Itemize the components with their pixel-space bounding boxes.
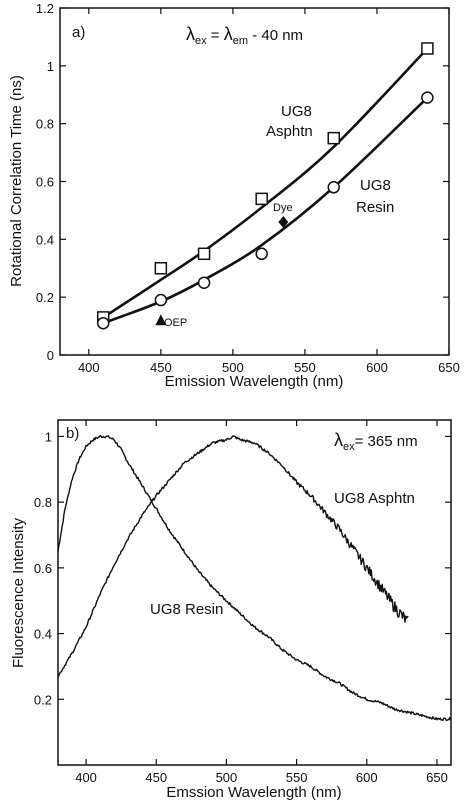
panel-b: 0.2 0.4 0.6 0.8 1 400 450 500 550 600 650 b) λex=…	[10, 419, 452, 801]
data-point-diamond	[278, 215, 289, 228]
point-label-dye: Dye	[273, 202, 293, 214]
data-point-square	[327, 131, 340, 145]
y-tick-label: 0.2	[36, 290, 54, 305]
y-axis-label-b: Fluorescence Intensity	[10, 517, 27, 668]
point-label-oep: OEP	[164, 317, 187, 329]
wavelength-text: = 365 nm	[355, 433, 418, 450]
subscript-ex: ex	[195, 35, 207, 47]
x-tick-label: 550	[286, 770, 308, 785]
excitation-annotation-b: λex= 365 nm	[334, 430, 418, 453]
x-tick-label: 650	[438, 360, 460, 375]
x-ticks-a: 400 450 500 550 600 650	[78, 8, 460, 375]
x-tick-label: 600	[356, 770, 378, 785]
y-tick-label: 0.8	[36, 117, 54, 132]
series-label-asphtn-line1: UG8	[281, 103, 312, 120]
series-label-asphtn-b: UG8 Asphtn	[334, 490, 415, 507]
series-label-asphtn-line2: Asphtn	[266, 123, 313, 140]
y-tick-label: 0.2	[34, 692, 52, 707]
data-point-circle	[154, 293, 168, 307]
data-point-square	[421, 42, 434, 55]
data-point-square	[255, 192, 268, 206]
y-ticks-a: 0 0.2 0.4 0.6 0.8 1 1.2	[36, 1, 449, 363]
y-tick-label: 1	[47, 59, 54, 74]
panel-label-a: a)	[72, 24, 85, 41]
data-point-circle	[197, 276, 211, 289]
plot-frame-b	[57, 419, 452, 766]
spectrum-ug8-asphtn	[57, 435, 409, 678]
subscript-em: em	[233, 35, 248, 47]
data-point-square	[197, 247, 211, 261]
series-label-resin-b: UG8 Resin	[150, 601, 223, 618]
y-tick-label: 0	[47, 348, 54, 363]
data-point-triangle	[155, 314, 167, 326]
lambda-symbol: λ	[224, 24, 233, 44]
y-tick-label: 1.2	[36, 1, 54, 16]
y-tick-label: 1	[45, 429, 52, 444]
x-tick-label: 650	[426, 770, 448, 785]
y-tick-label: 0.6	[36, 175, 54, 190]
x-tick-label: 550	[294, 360, 316, 375]
data-point-circle	[255, 247, 268, 261]
x-tick-label: 400	[75, 770, 97, 785]
y-tick-label: 0.6	[34, 561, 52, 576]
x-tick-label: 400	[78, 360, 100, 375]
panel-label-b: b)	[66, 425, 79, 442]
data-point-circle	[421, 91, 434, 104]
panel-a: 00.20.40.60.811.2 400 450 500 550 600 650 a) …	[8, 1, 460, 390]
x-axis-label-a: Emission Wavelength (nm)	[165, 373, 344, 390]
spectra-b	[57, 435, 452, 721]
x-tick-label: 500	[222, 360, 244, 375]
x-axis-label-b: Emssion Wavelength (nm)	[166, 784, 341, 801]
x-tick-label: 500	[216, 770, 238, 785]
x-tick-label: 450	[145, 770, 167, 785]
equals-sign: =	[207, 27, 224, 44]
y-tick-label: 0.4	[36, 232, 54, 247]
data-point-circle	[96, 316, 110, 330]
x-tick-label: 600	[366, 360, 388, 375]
subscript-ex: ex	[343, 441, 355, 453]
series-label-resin-line1: UG8	[360, 177, 391, 194]
y-ticks-b: 0.2 0.4 0.6 0.8 1	[34, 429, 451, 707]
excitation-annotation-a: λex = λem - 40 nm	[186, 24, 303, 47]
series-label-resin-line2: Resin	[356, 199, 394, 216]
x-tick-label: 450	[150, 360, 172, 375]
y-tick-label: 0.4	[34, 627, 52, 642]
lambda-symbol: λ	[186, 24, 195, 44]
y-tick-label: 0.8	[34, 495, 52, 510]
offset-text: - 40 nm	[248, 27, 303, 44]
spectrum-ug8-resin	[57, 435, 452, 721]
lambda-symbol: λ	[334, 430, 343, 450]
data-point-circle	[327, 181, 340, 194]
fit-curve-ug8-asphtn	[102, 47, 429, 319]
x-ticks-b: 400 450 500 550 600 650	[75, 420, 448, 785]
data-point-square	[154, 262, 168, 275]
markers-a	[96, 42, 434, 330]
y-axis-label-a: Rotational Correlation Time (ns)	[8, 75, 25, 287]
